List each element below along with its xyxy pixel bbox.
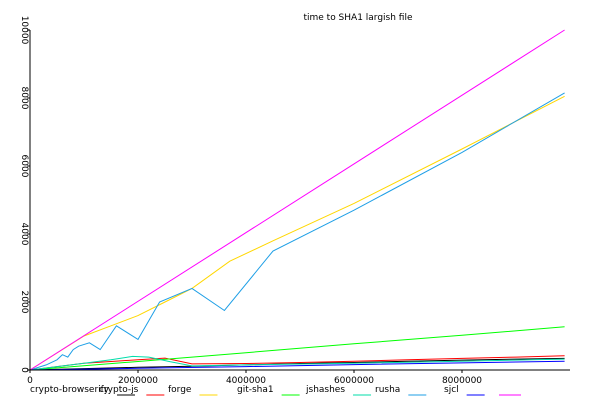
y-tick-label: 6000 <box>19 155 29 178</box>
series-line-6 <box>29 360 565 371</box>
legend-entry-1: crypto-js <box>99 385 165 396</box>
y-tick-label: 4000 <box>19 223 29 246</box>
legend-label: forge <box>168 385 192 395</box>
legend-label: jshashes <box>305 385 345 395</box>
series-line-2 <box>29 95 565 371</box>
legend-entry-5: rusha <box>375 385 427 396</box>
series-line-3 <box>29 326 565 371</box>
legend-label: crypto-js <box>99 385 139 395</box>
legend-label: git-sha1 <box>237 385 274 395</box>
x-tick-label: 0 <box>27 376 33 386</box>
legend-label: rusha <box>375 385 400 395</box>
y-tick-label: 0 <box>19 367 29 373</box>
series-line-5 <box>29 92 565 371</box>
axes: 0 2000000 4000000 6000000 8000000 0 2000 4000 60… <box>19 16 570 386</box>
legend-entry-0: crypto-browserify <box>30 385 135 396</box>
x-tick-label: 2000000 <box>118 376 158 386</box>
legend-entry-6: sjcl <box>444 385 485 396</box>
y-tick-label: 2000 <box>19 291 29 314</box>
legend-entry-4: jshashes <box>305 385 372 396</box>
plot-area <box>29 29 565 371</box>
x-tick-label: 4000000 <box>226 376 266 386</box>
legend-label: crypto-browserify <box>30 385 110 395</box>
legend-entry-3: git-sha1 <box>237 385 300 396</box>
chart-title: time to SHA1 largish file <box>303 13 413 23</box>
y-tick-label: 8000 <box>19 87 29 110</box>
series-line-7 <box>29 29 565 371</box>
legend-entry-2: forge <box>168 385 218 396</box>
x-tick-label: 8000000 <box>442 376 482 386</box>
y-tick-label: 10000 <box>19 16 29 45</box>
legend-label: sjcl <box>444 385 459 395</box>
series-line-0 <box>29 357 565 371</box>
x-tick-label: 6000000 <box>334 376 374 386</box>
series-line-4 <box>29 355 565 371</box>
